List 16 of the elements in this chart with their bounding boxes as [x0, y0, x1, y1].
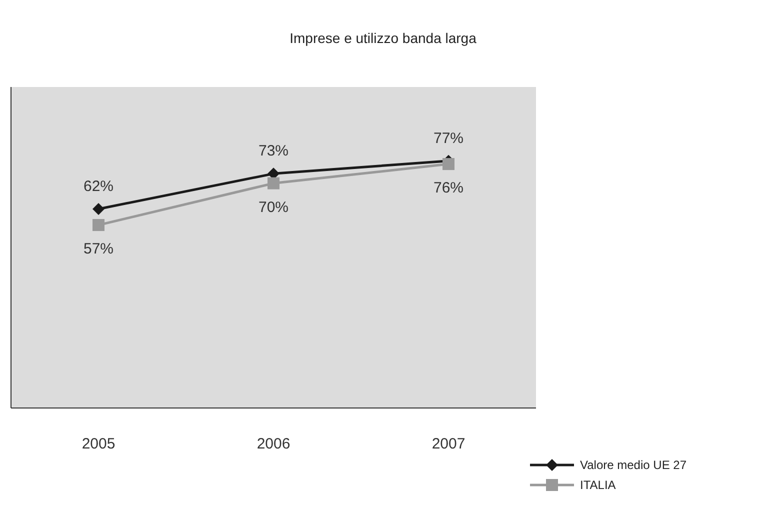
- x-tick-label: 2005: [82, 436, 116, 453]
- x-tick-label: 2007: [432, 436, 466, 453]
- legend-label: Valore medio UE 27: [580, 458, 686, 472]
- data-label: 77%: [433, 130, 464, 147]
- x-tick-label: 2006: [256, 436, 290, 453]
- chart-title: Imprese e utilizzo banda larga: [288, 30, 478, 46]
- data-label: 76%: [433, 180, 464, 197]
- point: [92, 219, 104, 232]
- point: [92, 202, 104, 215]
- legend-label: ITALIA: [580, 478, 616, 492]
- data-label: 73%: [258, 142, 289, 160]
- point: [268, 177, 280, 190]
- point: [442, 158, 454, 170]
- data-label: 70%: [258, 198, 289, 216]
- data-label: 62%: [83, 178, 114, 195]
- data-label: 57%: [83, 240, 114, 258]
